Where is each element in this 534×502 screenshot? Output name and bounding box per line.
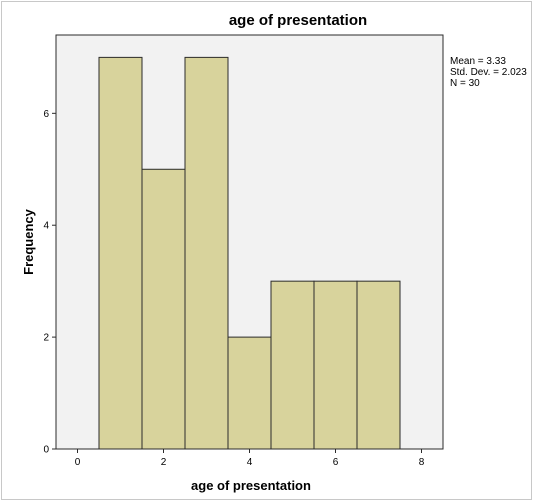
bars-group xyxy=(98,56,401,450)
y-axis: 0 2 4 6 xyxy=(43,109,56,456)
x-tick-label: 4 xyxy=(247,457,253,468)
histogram-bar-6 xyxy=(313,280,358,450)
y-tick-label: 2 xyxy=(43,333,49,344)
stats-std-dev: Std. Dev. = 2.023 xyxy=(450,67,527,78)
x-axis: 0 2 4 6 8 xyxy=(75,449,425,468)
stats-n: N = 30 xyxy=(450,78,480,89)
stats-mean: Mean = 3.33 xyxy=(450,56,506,67)
histogram-bar-2 xyxy=(141,168,186,450)
y-tick-label: 4 xyxy=(43,221,49,232)
histogram-bar-7 xyxy=(356,280,401,450)
y-tick-label: 0 xyxy=(43,445,49,456)
y-tick-label: 6 xyxy=(43,109,49,120)
x-tick-label: 6 xyxy=(333,457,339,468)
histogram-bar-1 xyxy=(98,56,143,450)
x-tick-label: 0 xyxy=(75,457,81,468)
x-tick-label: 8 xyxy=(419,457,425,468)
x-axis-label: age of presentation xyxy=(191,478,311,493)
stats-box: Mean = 3.33 Std. Dev. = 2.023 N = 30 xyxy=(450,56,527,89)
histogram-bar-5 xyxy=(270,280,315,450)
y-axis-label: Frequency xyxy=(21,208,36,275)
histogram-bar-4 xyxy=(227,336,272,450)
histogram-bar-3 xyxy=(184,56,229,450)
x-tick-label: 2 xyxy=(161,457,167,468)
chart-title: age of presentation xyxy=(229,12,367,29)
